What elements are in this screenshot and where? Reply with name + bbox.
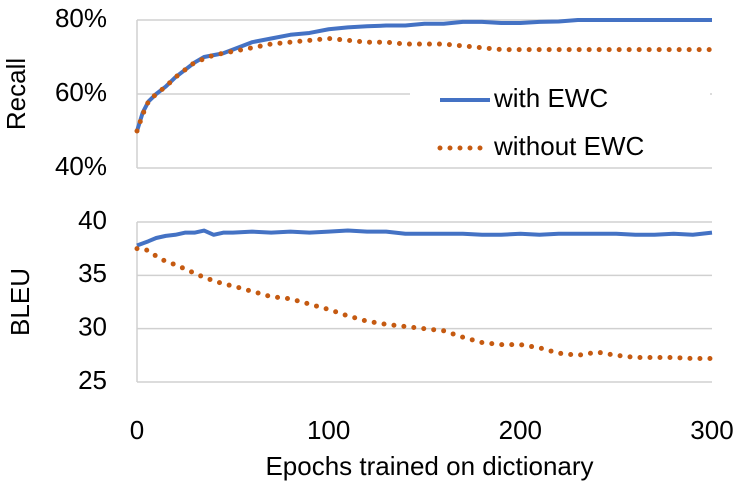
data-line (134, 246, 715, 362)
y-tick-label: 30 (78, 312, 107, 342)
y-tick-label: 40 (78, 205, 107, 235)
x-axis-label: Epochs trained on dictionary (265, 451, 593, 481)
y-tick-label: 35 (78, 258, 107, 288)
y-tick-label: 25 (78, 365, 107, 395)
data-line (134, 36, 715, 134)
legend-background (410, 80, 710, 165)
x-tick-label: 300 (690, 415, 733, 445)
y-axis-label: Recall (1, 58, 31, 130)
y-axis-label: BLEU (5, 268, 35, 336)
y-tick-label: 40% (55, 151, 107, 181)
x-tick-label: 200 (499, 415, 542, 445)
data-line (136, 228, 713, 248)
y-tick-label: 80% (55, 3, 107, 33)
legend-label: without EWC (493, 131, 644, 161)
legend-label: with EWC (493, 83, 608, 113)
x-tick-label: 100 (307, 415, 350, 445)
x-tick-label: 0 (130, 415, 144, 445)
y-tick-label: 60% (55, 77, 107, 107)
